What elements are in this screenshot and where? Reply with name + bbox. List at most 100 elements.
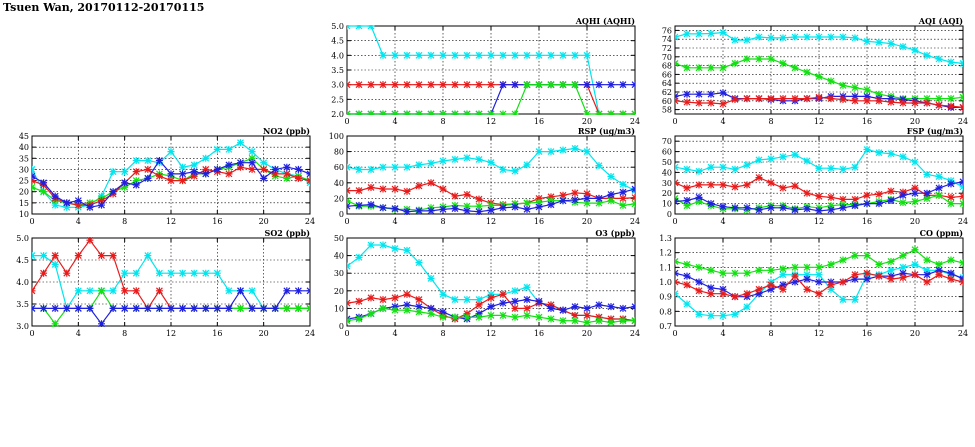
data-point-green [767, 55, 775, 63]
data-point-red [379, 185, 387, 193]
data-point-red [875, 97, 883, 105]
x-tick-label: 8 [440, 329, 445, 338]
data-point-blue [74, 304, 82, 312]
data-point-blue [695, 193, 703, 201]
data-point-cyan [719, 29, 727, 37]
data-point-red [743, 95, 751, 103]
data-point-green [887, 257, 895, 265]
data-point-green [121, 183, 129, 191]
data-point-cyan [675, 290, 679, 298]
y-tick-label: 2.0 [331, 110, 344, 119]
data-point-green [839, 256, 847, 264]
data-point-blue [86, 203, 94, 211]
data-point-blue [379, 204, 387, 212]
data-point-blue [583, 304, 591, 312]
x-tick-label: 12 [814, 117, 824, 126]
data-point-blue [791, 206, 799, 214]
data-point-red [86, 237, 94, 244]
data-point-blue [695, 90, 703, 98]
data-point-cyan [260, 159, 268, 167]
data-point-cyan [355, 25, 363, 30]
data-point-cyan [535, 51, 543, 59]
data-point-red [439, 81, 447, 89]
data-point-cyan [347, 25, 351, 30]
data-point-blue [583, 194, 591, 202]
data-point-blue [827, 206, 835, 214]
data-point-cyan [683, 30, 691, 38]
data-point-red [415, 296, 423, 304]
data-point-blue [487, 206, 495, 214]
data-point-blue [391, 303, 399, 311]
data-point-cyan [911, 46, 919, 54]
data-point-red [391, 185, 399, 193]
data-point-blue [675, 269, 679, 277]
y-tick-label: 20 [334, 194, 344, 203]
data-point-blue [190, 168, 198, 176]
data-point-green [283, 304, 291, 312]
data-point-red [731, 95, 739, 103]
data-point-green [403, 110, 411, 115]
data-point-blue [607, 191, 615, 198]
data-point-red [743, 290, 751, 298]
y-tick-label: 0.9 [659, 293, 672, 302]
data-point-blue [863, 275, 871, 283]
x-tick-label: 16 [534, 117, 544, 126]
data-point-green [947, 200, 955, 208]
data-point-blue [571, 303, 579, 311]
data-point-green [675, 257, 679, 265]
y-tick-label: 20 [334, 287, 344, 296]
data-point-green [463, 202, 471, 210]
data-point-cyan [803, 271, 811, 279]
data-point-red [827, 95, 835, 103]
data-point-blue [51, 192, 59, 200]
data-point-green [923, 194, 931, 202]
data-point-blue [475, 310, 483, 318]
data-point-blue [631, 303, 635, 311]
x-tick-label: 20 [582, 217, 592, 226]
data-point-red [463, 81, 471, 89]
data-point-green [547, 315, 555, 323]
data-point-blue [40, 179, 48, 187]
data-point-blue [595, 301, 603, 309]
data-point-red [74, 201, 82, 209]
data-point-blue [86, 304, 94, 312]
data-point-cyan [815, 33, 823, 41]
data-point-cyan [595, 162, 603, 170]
data-point-red [109, 252, 117, 260]
data-point-blue [475, 208, 483, 215]
data-point-red [132, 168, 140, 176]
data-point-blue [237, 287, 244, 295]
data-point-blue [719, 89, 727, 97]
data-point-cyan [144, 157, 152, 165]
data-point-blue [511, 203, 519, 211]
data-point-green [294, 304, 302, 312]
data-point-blue [225, 161, 233, 169]
data-point-blue [403, 208, 411, 215]
data-point-green [619, 110, 627, 115]
data-point-green [827, 260, 835, 268]
data-point-cyan [487, 51, 495, 59]
x-tick-label: 24 [305, 217, 315, 226]
data-point-cyan [923, 266, 931, 274]
data-point-red [755, 174, 763, 182]
data-point-cyan [213, 145, 221, 153]
data-point-red [487, 294, 495, 302]
data-point-cyan [791, 151, 799, 159]
data-point-blue [427, 304, 435, 312]
y-tick-label: 70 [662, 137, 672, 146]
data-point-red [51, 252, 59, 260]
data-point-green [815, 73, 823, 81]
data-point-red [179, 177, 187, 185]
data-point-cyan [109, 168, 117, 176]
data-point-green [851, 252, 859, 260]
data-point-green [355, 110, 363, 115]
x-tick-label: 20 [259, 217, 269, 226]
data-point-blue [815, 278, 823, 286]
y-tick-label: 3.0 [331, 81, 344, 90]
y-tick-label: 74 [662, 35, 672, 44]
data-point-green [719, 269, 727, 277]
data-point-green [248, 154, 256, 162]
chart-title: FSP (ug/m3) [907, 126, 963, 136]
data-point-cyan [237, 139, 244, 147]
data-point-cyan [899, 263, 907, 271]
